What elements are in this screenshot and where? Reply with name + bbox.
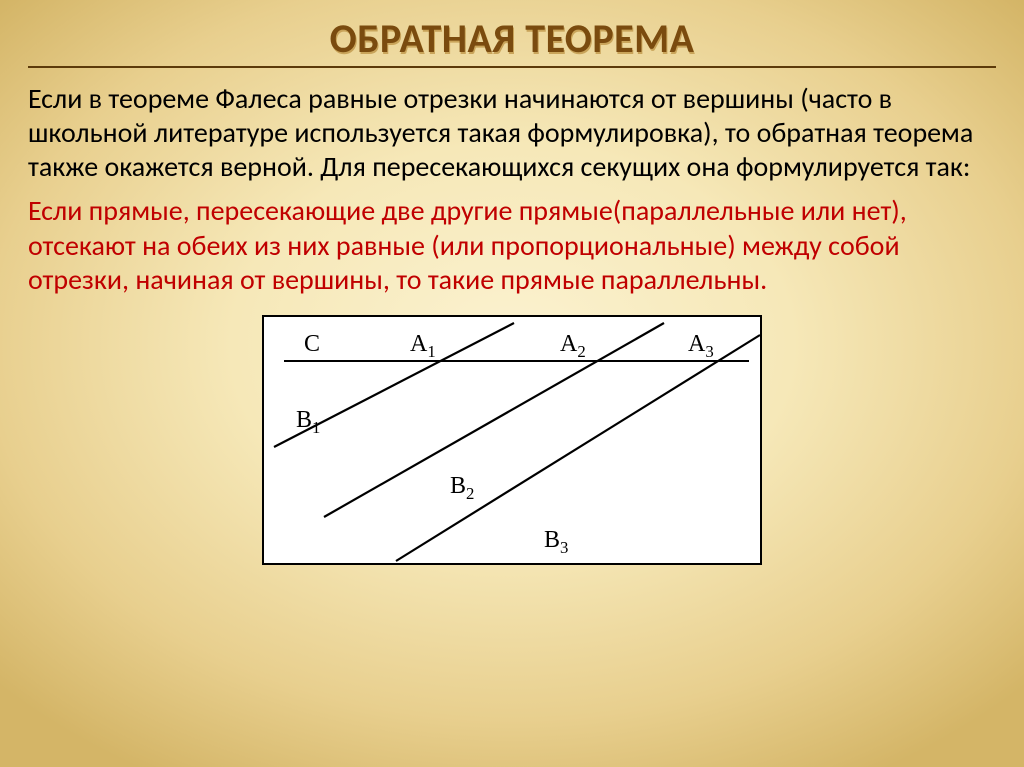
title-text: ОБРАТНАЯ ТЕОРЕМА — [330, 18, 695, 60]
paragraph-theorem: Если прямые, пересекающие две другие пря… — [28, 194, 996, 296]
figure-container: C A1 A2 A3 B1 B2 B3 — [28, 315, 996, 565]
diagram-label: C — [304, 331, 320, 358]
diagram-label: A3 — [688, 331, 714, 362]
slide-title: ОБРАТНАЯ ТЕОРЕМА — [28, 18, 996, 68]
title-underline — [28, 66, 996, 68]
diagram: C A1 A2 A3 B1 B2 B3 — [262, 315, 762, 565]
diagram-label: B2 — [450, 473, 474, 504]
paragraph-intro: Если в теореме Фалеса равные отрезки нач… — [28, 82, 996, 184]
diagram-label: A1 — [410, 331, 436, 362]
slide: ОБРАТНАЯ ТЕОРЕМА Если в теореме Фалеса р… — [0, 0, 1024, 767]
diagram-label: A2 — [560, 331, 586, 362]
diagram-label: B1 — [296, 407, 320, 438]
diagram-label: B3 — [544, 527, 568, 558]
